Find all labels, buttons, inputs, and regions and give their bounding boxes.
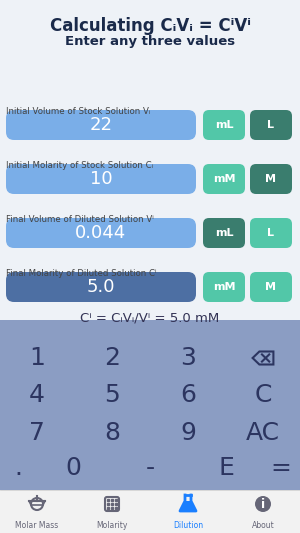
Text: 5: 5 bbox=[104, 383, 120, 407]
Text: M: M bbox=[266, 174, 277, 184]
Text: -: - bbox=[146, 456, 154, 480]
FancyBboxPatch shape bbox=[6, 164, 196, 194]
FancyBboxPatch shape bbox=[203, 164, 245, 194]
Text: 4: 4 bbox=[29, 383, 45, 407]
Text: 6: 6 bbox=[180, 383, 196, 407]
FancyBboxPatch shape bbox=[6, 110, 196, 140]
Text: mM: mM bbox=[213, 174, 235, 184]
Text: 1: 1 bbox=[29, 346, 45, 370]
Text: i: i bbox=[261, 497, 265, 511]
Text: 22: 22 bbox=[89, 116, 112, 134]
FancyBboxPatch shape bbox=[203, 272, 245, 302]
Text: Enter any three values: Enter any three values bbox=[65, 36, 235, 49]
Text: Initial Molarity of Stock Solution Cᵢ: Initial Molarity of Stock Solution Cᵢ bbox=[6, 160, 153, 169]
Text: Dilution: Dilution bbox=[173, 521, 203, 529]
FancyBboxPatch shape bbox=[250, 110, 292, 140]
Text: L: L bbox=[268, 120, 274, 130]
Text: 5.0: 5.0 bbox=[87, 278, 115, 296]
FancyBboxPatch shape bbox=[250, 164, 292, 194]
FancyBboxPatch shape bbox=[6, 272, 196, 302]
Text: 10: 10 bbox=[90, 170, 112, 188]
FancyBboxPatch shape bbox=[250, 218, 292, 248]
Text: Initial Volume of Stock Solution Vᵢ: Initial Volume of Stock Solution Vᵢ bbox=[6, 107, 150, 116]
Text: Final Volume of Diluted Solution Vⁱ: Final Volume of Diluted Solution Vⁱ bbox=[6, 214, 154, 223]
Text: E: E bbox=[218, 456, 234, 480]
Text: Cⁱ = CᵢVᵢ/Vⁱ = 5.0 mM: Cⁱ = CᵢVᵢ/Vⁱ = 5.0 mM bbox=[80, 311, 220, 325]
Polygon shape bbox=[180, 501, 196, 511]
FancyBboxPatch shape bbox=[0, 490, 300, 533]
FancyBboxPatch shape bbox=[0, 320, 300, 490]
Text: 7: 7 bbox=[29, 421, 45, 445]
Text: 2: 2 bbox=[104, 346, 120, 370]
FancyBboxPatch shape bbox=[203, 218, 245, 248]
Text: AC: AC bbox=[246, 421, 280, 445]
Text: 8: 8 bbox=[104, 421, 120, 445]
FancyBboxPatch shape bbox=[6, 218, 196, 248]
Text: 3: 3 bbox=[180, 346, 196, 370]
Text: 0: 0 bbox=[65, 456, 81, 480]
Text: Calculating CᵢVᵢ = CⁱVⁱ: Calculating CᵢVᵢ = CⁱVⁱ bbox=[50, 17, 250, 35]
Text: 9: 9 bbox=[180, 421, 196, 445]
Text: mL: mL bbox=[215, 120, 233, 130]
Text: M: M bbox=[266, 282, 277, 292]
Text: Final Molarity of Diluted Solution Cⁱ: Final Molarity of Diluted Solution Cⁱ bbox=[6, 269, 157, 278]
Circle shape bbox=[255, 496, 271, 512]
FancyBboxPatch shape bbox=[250, 272, 292, 302]
Text: Molarity: Molarity bbox=[96, 521, 128, 529]
Text: L: L bbox=[268, 228, 274, 238]
Text: Molar Mass: Molar Mass bbox=[15, 521, 58, 529]
Text: C: C bbox=[254, 383, 272, 407]
FancyBboxPatch shape bbox=[203, 110, 245, 140]
Text: About: About bbox=[252, 521, 274, 529]
Text: .: . bbox=[14, 456, 22, 480]
Text: =: = bbox=[271, 456, 291, 480]
Text: 0.044: 0.044 bbox=[75, 224, 127, 242]
Text: mM: mM bbox=[213, 282, 235, 292]
Text: mL: mL bbox=[215, 228, 233, 238]
